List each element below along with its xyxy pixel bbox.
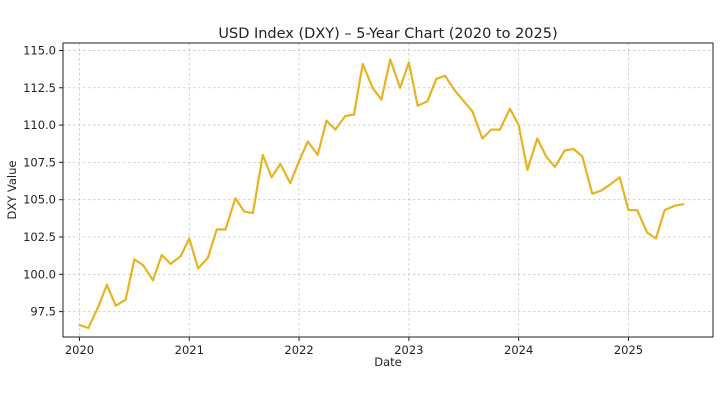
x-tick-label: 2025 [614, 343, 643, 357]
watermark-logo-icon [459, 367, 481, 389]
x-tick-label: 2022 [284, 343, 313, 357]
y-tick-label: 102.5 [23, 230, 56, 244]
y-tick-label: 97.5 [30, 305, 56, 319]
y-tick-label: 110.0 [23, 118, 56, 132]
x-tick-label: 2020 [65, 343, 94, 357]
y-tick-label: 112.5 [23, 81, 56, 95]
watermark: @ Leora Paraz HxSJ [459, 367, 652, 389]
y-axis-label: DXY Value [5, 161, 19, 220]
plot-frame [62, 42, 714, 338]
y-tick-label: 100.0 [23, 267, 56, 281]
grid-layer [63, 43, 713, 337]
y-tick-label: 105.0 [23, 193, 56, 207]
x-tick-label: 2021 [175, 343, 204, 357]
tick-layer: 2020 2021 2022 2023 2024 2025 97.5 100.0 102.5 10… [23, 43, 643, 357]
x-tick-label: 2023 [394, 343, 423, 357]
x-axis-label: Date [374, 355, 402, 369]
series-line [78, 58, 685, 330]
y-tick-label: 107.5 [23, 155, 56, 169]
series-layer [78, 58, 685, 330]
x-tick-label: 2024 [504, 343, 533, 357]
watermark-text: @ Leora Paraz HxSJ [486, 369, 652, 389]
chart-title: USD Index (DXY) – 5-Year Chart (2020 to … [218, 26, 557, 42]
y-tick-label: 115.0 [23, 43, 56, 57]
